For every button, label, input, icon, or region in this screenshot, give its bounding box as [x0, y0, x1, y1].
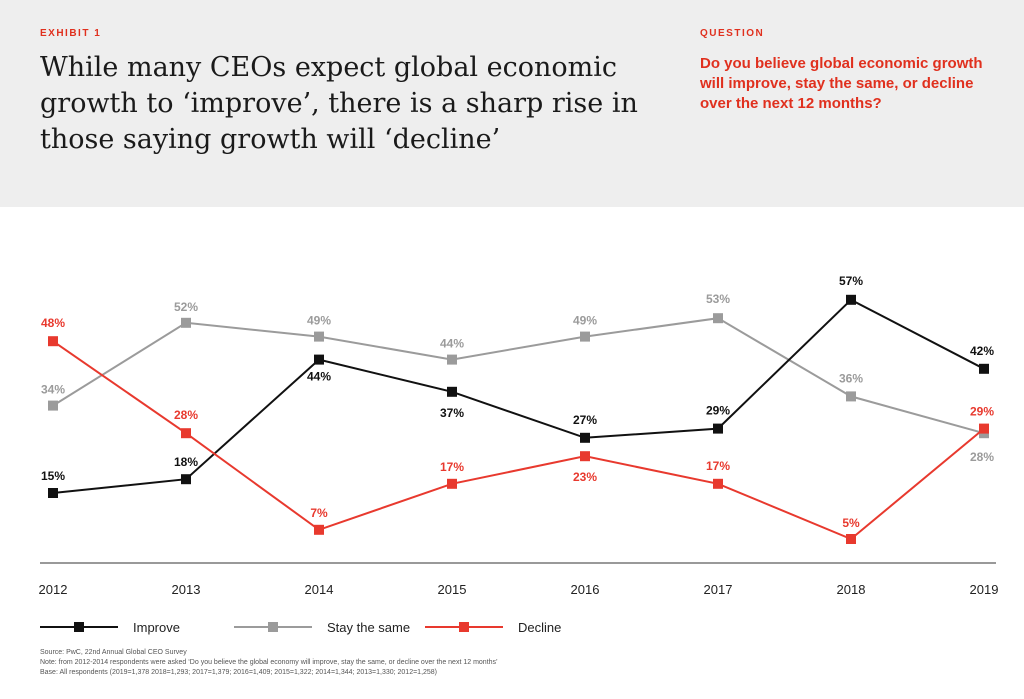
data-point-marker: [846, 294, 856, 305]
legend-swatch-marker: [459, 622, 469, 632]
data-label: 44%: [440, 337, 464, 351]
data-label: 7%: [310, 506, 328, 520]
data-point-marker: [979, 363, 989, 374]
source-note: Source: PwC, 22nd Annual Global CEO Surv…: [40, 649, 187, 656]
series-line-improve: [52, 298, 985, 494]
data-label: 23%: [573, 470, 597, 484]
question-label: QUESTION: [700, 28, 765, 39]
x-tick-label: 2017: [704, 582, 733, 597]
data-point-marker: [181, 428, 191, 439]
data-label: 5%: [842, 516, 860, 530]
data-label: 28%: [970, 450, 994, 464]
data-point-marker: [314, 524, 324, 535]
data-point-marker: [314, 354, 324, 365]
legend-swatch-marker: [268, 622, 278, 632]
data-label: 27%: [573, 413, 597, 427]
data-point-marker: [846, 534, 856, 544]
data-label: 17%: [706, 459, 730, 473]
header-panel: EXHIBIT 1 While many CEOs expect global …: [0, 0, 1024, 207]
data-label: 42%: [970, 344, 994, 358]
data-label: 28%: [174, 408, 198, 422]
data-label: 53%: [706, 292, 730, 306]
legend-label: Improve: [133, 620, 180, 635]
x-tick-label: 2016: [571, 582, 600, 597]
data-point-marker: [580, 331, 590, 342]
x-tick-label: 2019: [970, 582, 999, 597]
data-point-marker: [314, 331, 324, 342]
data-label: 49%: [307, 314, 331, 328]
data-point-marker: [580, 432, 590, 443]
exhibit-label: EXHIBIT 1: [40, 28, 102, 39]
x-tick-label: 2015: [438, 582, 467, 597]
data-point-marker: [713, 423, 723, 434]
data-point-marker: [846, 391, 856, 402]
footnotes: Source: PwC, 22nd Annual Global CEO Surv…: [40, 648, 1000, 678]
question-note: Note: from 2012-2014 respondents were as…: [40, 659, 498, 666]
legend-label: Stay the same: [327, 620, 410, 635]
data-point-marker: [181, 317, 191, 328]
data-label: 34%: [41, 383, 65, 397]
x-tick-label: 2018: [837, 582, 866, 597]
data-point-marker: [48, 336, 58, 347]
data-point-marker: [713, 478, 723, 489]
series-line-stay-the-same: [52, 317, 985, 435]
data-point-marker: [580, 451, 590, 462]
data-label: 48%: [41, 316, 65, 330]
base-note: Base: All respondents (2019=1,378 2018=1…: [40, 669, 438, 676]
legend-swatch-marker: [74, 622, 84, 632]
page-title: While many CEOs expect global economic g…: [40, 52, 638, 155]
data-point-marker: [447, 354, 457, 365]
data-point-marker: [447, 478, 457, 489]
data-point-marker: [181, 474, 191, 485]
data-point-marker: [48, 488, 58, 498]
data-label: 44%: [307, 370, 331, 384]
data-label: 18%: [174, 455, 198, 469]
question-text: Do you believe global economic growth wi…: [700, 55, 983, 112]
x-tick-label: 2013: [172, 582, 201, 597]
data-label: 37%: [440, 406, 464, 420]
series-line-decline: [52, 340, 985, 541]
data-label: 17%: [440, 460, 464, 474]
data-point-marker: [979, 423, 989, 434]
data-label: 52%: [174, 300, 198, 314]
data-point-marker: [447, 386, 457, 397]
data-label: 57%: [839, 274, 863, 288]
data-label: 29%: [706, 404, 730, 418]
legend-label: Decline: [518, 620, 561, 635]
data-label: 15%: [41, 469, 65, 483]
data-label: 29%: [970, 405, 994, 419]
x-tick-label: 2012: [39, 582, 68, 597]
data-point-marker: [713, 313, 723, 324]
data-point-marker: [48, 400, 58, 411]
data-label: 49%: [573, 314, 597, 328]
x-tick-label: 2014: [305, 582, 334, 597]
data-label: 36%: [839, 371, 863, 385]
